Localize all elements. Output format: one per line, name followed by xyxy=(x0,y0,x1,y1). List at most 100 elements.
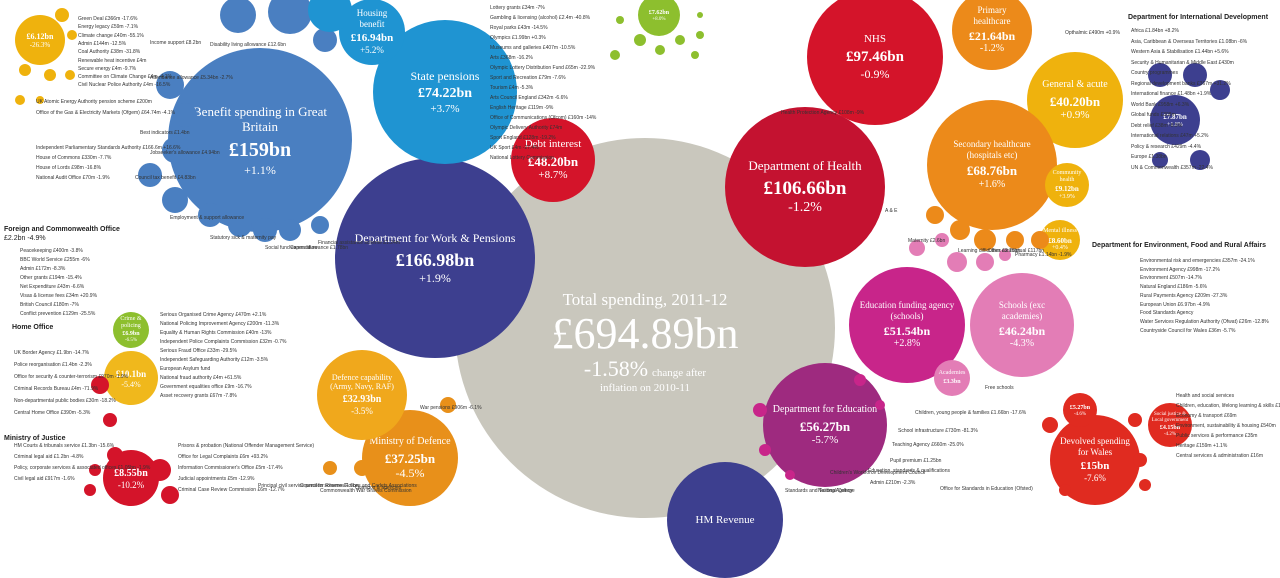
small-label-culture-list: Sport and Recreation £79m -7.6% xyxy=(490,75,566,81)
bubble-label-academies: Academies £3.3bn xyxy=(937,370,968,386)
bubble-value: £48.20bn xyxy=(527,153,579,169)
small-label-soca-list: National Policing Improvement Agency £20… xyxy=(160,321,280,327)
bubble-crime xyxy=(113,312,149,348)
bubble-name: Housing benefit xyxy=(356,8,388,29)
satellite-bubble xyxy=(935,233,949,247)
bubble-label-benefit: Benefit spending in Great Britain £159bn +… xyxy=(182,104,338,177)
small-label-ofgem: UK Atomic Energy Authority pension schem… xyxy=(36,99,152,105)
bubble-change: -4.3% xyxy=(1009,338,1035,350)
small-label-culture-list: Lottery grants £34m -7% xyxy=(490,5,545,11)
bubble-label-doh: Department of Health £106.66bn -1.2% xyxy=(737,158,873,217)
bubble-name: Secondary healthcare (hospitals etc) xyxy=(953,139,1031,160)
bubble-name: Mental illness xyxy=(1043,228,1077,234)
small-label-moj-list: Criminal legal aid £1.2bn -4.8% xyxy=(14,454,84,460)
bubble-label-moj: £8.55bn -10.2% xyxy=(107,466,155,491)
small-label-edu-small: Admin £210m -2.3% xyxy=(870,480,916,486)
bubble-name: Department for Work & Pensions xyxy=(354,231,516,245)
small-label-soca-list: Serious Organised Crime Agency £470m +2.… xyxy=(160,312,267,318)
satellite-bubble xyxy=(1133,453,1147,467)
small-label-edu-small: Education, standards & qualifications xyxy=(868,468,950,474)
small-label-dfid-list: Western Asia & Stabilisation £1.44bn +5.… xyxy=(1131,49,1229,55)
bubble-name: Department of Health xyxy=(748,157,862,173)
bubble-primary xyxy=(952,0,1032,70)
small-label-moj-right: Criminal Case Review Commission £6m -12.… xyxy=(178,487,285,493)
small-label-dwp-small: Social fund expenditure xyxy=(265,245,318,251)
small-label-moj-list: Policy, corporate services & associated … xyxy=(14,465,151,471)
satellite-bubble xyxy=(173,103,197,127)
bubble-name: Social justice & Local government xyxy=(1151,412,1189,423)
satellite-bubble xyxy=(1148,63,1172,87)
small-label-home-list: Central Home Office £390m -5.3% xyxy=(14,410,91,416)
small-label-dfid-list: Africa £1.84bn +8.2% xyxy=(1131,28,1179,34)
small-label-parliament: House of Lords £98m -16.8% xyxy=(36,165,102,171)
satellite-bubble xyxy=(1139,479,1151,491)
bubble-name: Devolved spending for Wales xyxy=(1060,436,1130,457)
small-label-energy-list: Coal Authority £38m -31.8% xyxy=(78,49,141,56)
bubble-debt xyxy=(511,118,595,202)
small-label-energy-list: Climate change £40m -55.1% xyxy=(78,32,144,39)
small-label-wales-list: Central services & administration £16m xyxy=(1176,453,1263,459)
small-label-dfid-list: Regional development banks £367m +31.2% xyxy=(1131,80,1231,87)
satellite-bubble xyxy=(691,51,699,59)
satellite-bubble xyxy=(84,484,96,496)
satellite-bubble xyxy=(785,470,795,480)
bubble-value: £9.12bn xyxy=(1055,185,1079,194)
satellite-bubble xyxy=(1059,484,1071,496)
bubble-change: +1.1% xyxy=(244,162,276,177)
small-label-defra-list: Environmental risk and emergencies £357m… xyxy=(1140,258,1255,264)
small-label-edu-small: Pupil premium £1.25bn xyxy=(890,458,942,464)
small-label-fco-list: Conflict prevention £129m -25.5% xyxy=(20,311,96,317)
small-label-parliament: National Audit Office £70m -1.9% xyxy=(36,175,110,181)
small-label-edu-small: Children's Workforce Development Council xyxy=(830,470,926,476)
satellite-bubble xyxy=(909,240,925,256)
satellite-bubble xyxy=(616,16,624,24)
bubble-value: £68.76bn xyxy=(966,163,1018,179)
small-label-home-list: Office for security & counter-terrorism … xyxy=(14,374,129,380)
bubble-name: General & acute xyxy=(1042,78,1108,90)
bubble-label-energy: £6.12bn -26.3% xyxy=(19,30,62,50)
bubble-defcap xyxy=(317,350,407,440)
small-label-culture-list: Arts £368m -16.2% xyxy=(490,55,533,61)
small-label-energy-list: Admin £144m -12.5% xyxy=(78,40,127,47)
bubble-label-walesedu: £5.27bn -4.6% xyxy=(1066,403,1095,417)
bubble-secondary xyxy=(927,100,1057,230)
small-label-defence-small: War pensions £906m -6.1% xyxy=(420,405,482,411)
satellite-bubble xyxy=(89,464,101,476)
bubble-change: -26.3% xyxy=(29,41,51,50)
bubble-change: -0.9% xyxy=(860,66,890,81)
bubble-change: -4.2% xyxy=(1163,432,1177,438)
small-label-soca-list: Asset recovery grants £67m -7.8% xyxy=(160,393,237,399)
bubble-value: £7.87bn xyxy=(1163,113,1187,122)
total-spending-text: Total spending, 2011-12 £694.89bn -1.58%… xyxy=(455,290,835,394)
small-label-soca-list: Government equalities office £9m -16.7% xyxy=(160,384,252,390)
small-label-culture-list: Olympic Lottery Distribution Fund £65m -… xyxy=(490,65,596,71)
small-label-fco-list: Peacekeeping £400m -3.8% xyxy=(20,248,83,254)
small-label-dwp-small: Carers allowance £1.78bn xyxy=(290,245,349,251)
small-label-culture-list: Museums and galleries £407m -10.5% xyxy=(490,45,576,51)
bubble-change: +1.9% xyxy=(419,270,451,285)
satellite-bubble xyxy=(253,218,277,242)
satellite-bubble xyxy=(15,95,25,105)
bubble-dwp xyxy=(335,158,535,358)
satellite-bubble xyxy=(149,459,171,481)
small-label-defra-list: Water Services Regulation Authority (Ofw… xyxy=(1140,318,1269,325)
small-label-energy-list: Renewable heat incentive £4m xyxy=(78,57,147,64)
small-label-moj-right: Judicial appointments £5m -12.9% xyxy=(178,476,255,482)
small-label-wales-list: Public services & performance £35m xyxy=(1176,433,1258,439)
bubble-change: +8.0% xyxy=(652,16,666,22)
small-label-dfid-list: International finance £1.48bn +1.9% xyxy=(1131,91,1212,97)
small-label-fco-list: Net Expenditure £43m -6.6% xyxy=(20,284,85,290)
satellite-bubble xyxy=(354,460,370,476)
bubble-value: £4.15bn xyxy=(1159,425,1181,432)
bubble-change: -4.6% xyxy=(1073,411,1087,417)
bubble-change: -3.5% xyxy=(351,406,373,417)
small-label-health-small: Pharmacy £1.14bn -1.9% xyxy=(1015,252,1072,258)
satellite-bubble xyxy=(313,28,337,52)
satellite-bubble xyxy=(156,71,184,99)
bubble-change: +3.7% xyxy=(430,102,460,115)
small-label-energy-list: Civil Nuclear Police Authority £4m -16.5… xyxy=(78,82,171,89)
bubble-value: £3.3bn xyxy=(943,378,961,385)
satellite-bubble xyxy=(162,187,188,213)
small-label-culture-list: Sport England £128m -19.2% xyxy=(490,135,556,141)
small-label-dwp-small: Best indicators £1.4bn xyxy=(140,130,190,136)
